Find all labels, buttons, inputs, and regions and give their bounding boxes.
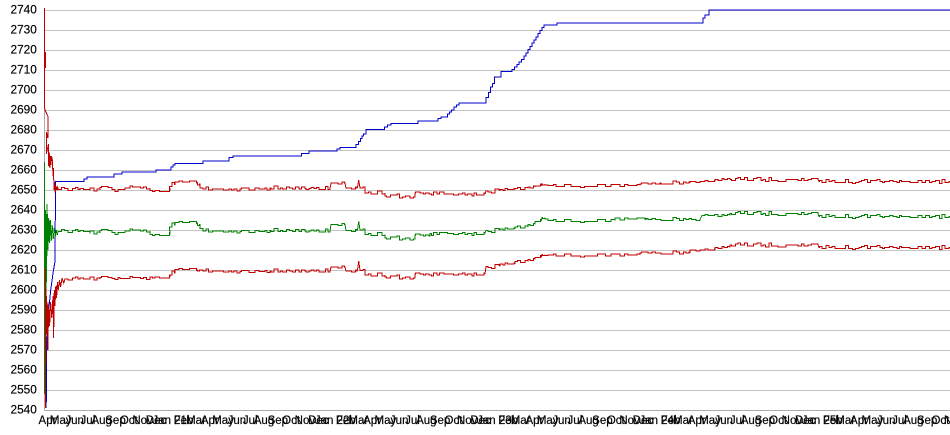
svg-text:Feb: Feb — [174, 415, 194, 427]
svg-text:Oct: Oct — [445, 415, 464, 427]
svg-text:Jan 24: Jan 24 — [639, 415, 674, 427]
svg-text:Sep: Sep — [917, 415, 937, 427]
svg-text:Sep: Sep — [592, 415, 612, 427]
svg-text:Jan 22: Jan 22 — [315, 415, 350, 427]
svg-text:Jun: Jun — [715, 415, 734, 427]
svg-text:Apr: Apr — [363, 415, 381, 427]
svg-text:2720: 2720 — [11, 43, 38, 57]
svg-text:Dec: Dec — [308, 415, 329, 427]
svg-text:Apr: Apr — [201, 415, 219, 427]
svg-text:Jun: Jun — [552, 415, 571, 427]
svg-text:2570: 2570 — [11, 343, 38, 357]
svg-text:Dec: Dec — [146, 415, 167, 427]
svg-text:Nov: Nov — [295, 415, 316, 427]
svg-text:Feb: Feb — [498, 415, 518, 427]
svg-text:May: May — [375, 415, 397, 427]
svg-text:2590: 2590 — [11, 303, 38, 317]
svg-text:Sep: Sep — [105, 415, 125, 427]
svg-text:Aug: Aug — [91, 415, 111, 427]
svg-text:Apr: Apr — [688, 415, 706, 427]
svg-text:Oct: Oct — [607, 415, 626, 427]
svg-text:Nov: Nov — [782, 415, 803, 427]
svg-text:2700: 2700 — [11, 83, 38, 97]
svg-text:Oct: Oct — [931, 415, 950, 427]
svg-text:2630: 2630 — [11, 223, 38, 237]
svg-text:Oct: Oct — [769, 415, 788, 427]
svg-text:2620: 2620 — [11, 243, 38, 257]
svg-text:Mar: Mar — [673, 415, 693, 427]
svg-text:2730: 2730 — [11, 23, 38, 37]
svg-text:2710: 2710 — [11, 63, 38, 77]
svg-text:Mar: Mar — [348, 415, 368, 427]
svg-text:Apr: Apr — [39, 415, 57, 427]
svg-text:2740: 2740 — [11, 3, 38, 17]
svg-text:Jul: Jul — [81, 415, 96, 427]
svg-text:2670: 2670 — [11, 143, 38, 157]
svg-text:Oct: Oct — [282, 415, 301, 427]
svg-text:Aug: Aug — [741, 415, 761, 427]
svg-text:May: May — [699, 415, 721, 427]
svg-text:Nov: Nov — [944, 415, 950, 427]
svg-text:Sep: Sep — [755, 415, 775, 427]
svg-text:Apr: Apr — [525, 415, 543, 427]
svg-text:2660: 2660 — [11, 163, 38, 177]
svg-text:Dec: Dec — [633, 415, 654, 427]
svg-text:Aug: Aug — [578, 415, 598, 427]
svg-text:Nov: Nov — [132, 415, 153, 427]
svg-text:Jul: Jul — [730, 415, 745, 427]
svg-text:2600: 2600 — [11, 283, 38, 297]
svg-text:Nov: Nov — [457, 415, 478, 427]
svg-text:Jul: Jul — [405, 415, 420, 427]
svg-text:May: May — [537, 415, 559, 427]
svg-text:Oct: Oct — [120, 415, 139, 427]
svg-text:May: May — [50, 415, 72, 427]
svg-text:2690: 2690 — [11, 103, 38, 117]
svg-text:Mar: Mar — [835, 415, 855, 427]
svg-text:Aug: Aug — [416, 415, 436, 427]
svg-text:Mar: Mar — [511, 415, 531, 427]
svg-text:2610: 2610 — [11, 263, 38, 277]
svg-text:2640: 2640 — [11, 203, 38, 217]
svg-text:2560: 2560 — [11, 363, 38, 377]
svg-text:2540: 2540 — [11, 403, 38, 417]
svg-text:Nov: Nov — [619, 415, 640, 427]
svg-text:Feb: Feb — [823, 415, 843, 427]
svg-text:2650: 2650 — [11, 183, 38, 197]
svg-text:Jan 21: Jan 21 — [152, 415, 187, 427]
svg-text:2550: 2550 — [11, 383, 38, 397]
svg-text:Aug: Aug — [903, 415, 923, 427]
svg-text:Jun: Jun — [877, 415, 896, 427]
svg-text:2580: 2580 — [11, 323, 38, 337]
svg-text:Mar: Mar — [186, 415, 206, 427]
svg-text:Jul: Jul — [243, 415, 258, 427]
svg-text:Apr: Apr — [850, 415, 868, 427]
svg-text:Dec: Dec — [795, 415, 816, 427]
svg-text:Jun: Jun — [390, 415, 409, 427]
svg-text:Jun: Jun — [228, 415, 247, 427]
svg-text:2680: 2680 — [11, 123, 38, 137]
svg-text:Feb: Feb — [661, 415, 681, 427]
svg-text:May: May — [862, 415, 884, 427]
svg-text:Jan 23: Jan 23 — [477, 415, 512, 427]
svg-text:Dec: Dec — [470, 415, 491, 427]
svg-text:Jan 25: Jan 25 — [802, 415, 837, 427]
svg-text:May: May — [212, 415, 234, 427]
svg-text:Feb: Feb — [336, 415, 356, 427]
svg-text:Sep: Sep — [268, 415, 288, 427]
svg-text:Jun: Jun — [65, 415, 84, 427]
svg-text:Jul: Jul — [892, 415, 907, 427]
svg-text:Sep: Sep — [430, 415, 450, 427]
svg-text:Jul: Jul — [568, 415, 583, 427]
svg-text:Aug: Aug — [254, 415, 274, 427]
